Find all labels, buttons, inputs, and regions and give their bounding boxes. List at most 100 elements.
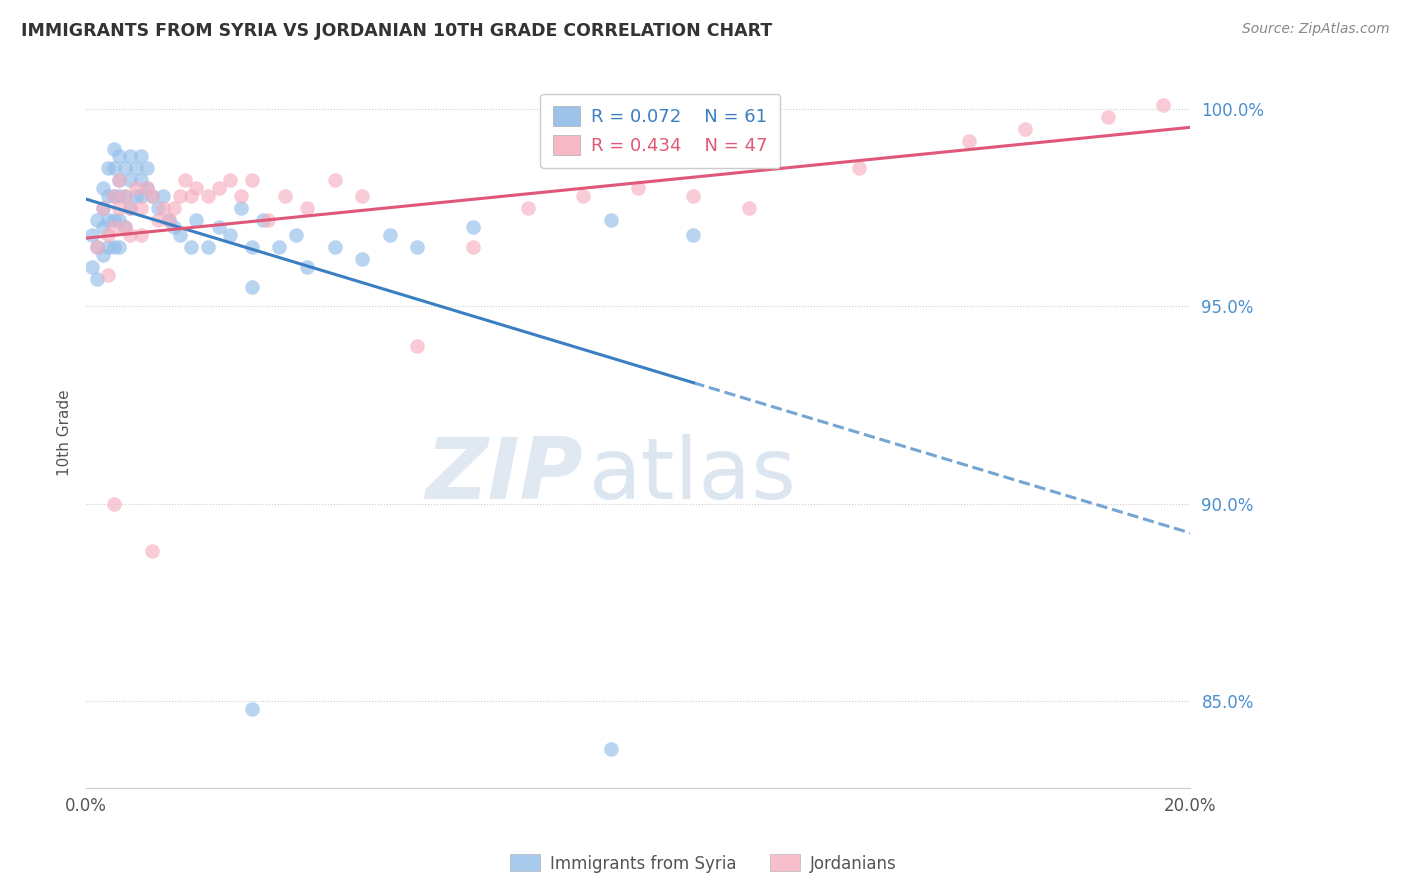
Point	[516, 201, 538, 215]
Point	[682, 228, 704, 243]
Point	[240, 702, 263, 716]
Point	[114, 220, 136, 235]
Point	[461, 220, 484, 235]
Point	[1097, 110, 1119, 124]
Point	[103, 189, 125, 203]
Point	[229, 201, 252, 215]
Point	[114, 161, 136, 176]
Point	[120, 149, 142, 163]
Point	[91, 248, 114, 262]
Point	[108, 212, 131, 227]
Point	[86, 272, 108, 286]
Y-axis label: 10th Grade: 10th Grade	[58, 390, 72, 476]
Point	[97, 212, 120, 227]
Point	[352, 189, 374, 203]
Point	[180, 240, 202, 254]
Point	[152, 189, 174, 203]
Point	[86, 212, 108, 227]
Point	[97, 228, 120, 243]
Point	[103, 142, 125, 156]
Legend: Immigrants from Syria, Jordanians: Immigrants from Syria, Jordanians	[503, 847, 903, 880]
Point	[97, 240, 120, 254]
Point	[169, 228, 191, 243]
Point	[323, 173, 346, 187]
Point	[252, 212, 274, 227]
Point	[240, 240, 263, 254]
Text: IMMIGRANTS FROM SYRIA VS JORDANIAN 10TH GRADE CORRELATION CHART: IMMIGRANTS FROM SYRIA VS JORDANIAN 10TH …	[21, 22, 772, 40]
Point	[378, 228, 401, 243]
Point	[163, 220, 186, 235]
Point	[218, 228, 240, 243]
Point	[97, 161, 120, 176]
Point	[163, 201, 186, 215]
Point	[169, 189, 191, 203]
Text: Source: ZipAtlas.com: Source: ZipAtlas.com	[1241, 22, 1389, 37]
Point	[125, 189, 148, 203]
Point	[120, 228, 142, 243]
Point	[103, 497, 125, 511]
Point	[218, 173, 240, 187]
Point	[682, 189, 704, 203]
Point	[295, 260, 318, 274]
Point	[86, 240, 108, 254]
Point	[114, 189, 136, 203]
Point	[274, 189, 297, 203]
Point	[125, 181, 148, 195]
Point	[406, 339, 429, 353]
Point	[91, 181, 114, 195]
Legend: R = 0.072    N = 61, R = 0.434    N = 47: R = 0.072 N = 61, R = 0.434 N = 47	[540, 94, 780, 168]
Point	[108, 189, 131, 203]
Point	[129, 173, 152, 187]
Point	[141, 189, 163, 203]
Point	[91, 201, 114, 215]
Point	[108, 149, 131, 163]
Point	[323, 240, 346, 254]
Point	[207, 220, 229, 235]
Point	[108, 240, 131, 254]
Point	[108, 201, 131, 215]
Point	[141, 189, 163, 203]
Point	[146, 201, 169, 215]
Point	[186, 181, 208, 195]
Point	[103, 161, 125, 176]
Point	[103, 189, 125, 203]
Point	[141, 544, 163, 558]
Point	[129, 201, 152, 215]
Point	[97, 189, 120, 203]
Point	[80, 228, 103, 243]
Point	[197, 240, 219, 254]
Point	[1014, 121, 1036, 136]
Point	[103, 220, 125, 235]
Point	[295, 201, 318, 215]
Point	[86, 240, 108, 254]
Point	[103, 240, 125, 254]
Point	[627, 181, 650, 195]
Point	[146, 212, 169, 227]
Point	[207, 181, 229, 195]
Point	[180, 189, 202, 203]
Point	[406, 240, 429, 254]
Point	[129, 189, 152, 203]
Point	[152, 201, 174, 215]
Point	[240, 173, 263, 187]
Point	[125, 161, 148, 176]
Point	[108, 173, 131, 187]
Point	[284, 228, 307, 243]
Point	[91, 220, 114, 235]
Point	[97, 268, 120, 282]
Point	[174, 173, 197, 187]
Point	[103, 212, 125, 227]
Point	[120, 173, 142, 187]
Point	[186, 212, 208, 227]
Point	[240, 279, 263, 293]
Point	[120, 201, 142, 215]
Text: atlas: atlas	[589, 434, 797, 517]
Point	[108, 173, 131, 187]
Point	[1152, 98, 1174, 112]
Point	[129, 149, 152, 163]
Point	[572, 189, 595, 203]
Point	[135, 181, 157, 195]
Point	[120, 201, 142, 215]
Point	[269, 240, 291, 254]
Point	[599, 741, 621, 756]
